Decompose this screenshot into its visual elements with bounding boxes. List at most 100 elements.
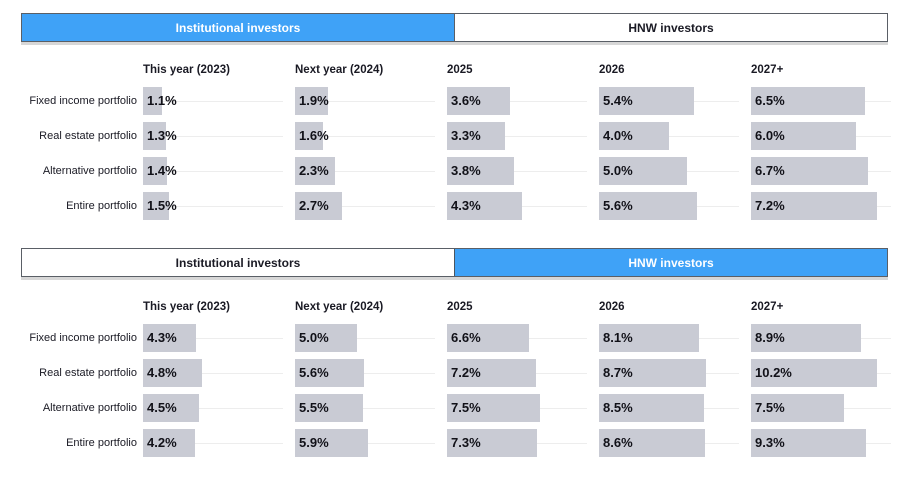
bar-value: 1.5% [147,198,177,213]
track-line [599,136,739,137]
bar-value: 1.4% [147,163,177,178]
track-line [143,408,283,409]
bar [599,87,694,115]
column-header: 2027+ [751,64,784,76]
bar [143,157,167,185]
bar [143,122,166,150]
row-label: Alternative portfolio [42,402,137,414]
bar-value: 5.5% [299,400,329,415]
bar-value: 3.8% [451,163,481,178]
bar [599,324,699,352]
bar [751,429,866,457]
bar-value: 7.2% [451,365,481,380]
row-label: Fixed income portfolio [29,95,137,107]
bar [447,122,505,150]
bar-value: 5.4% [603,93,633,108]
bar-value: 2.7% [299,198,329,213]
row-label: Alternative portfolio [42,165,137,177]
bar [751,359,877,387]
bar-value: 2.3% [299,163,329,178]
track-line [295,136,435,137]
bar [599,359,706,387]
bar-value: 6.5% [755,93,785,108]
track-line [143,171,283,172]
bar-value: 10.2% [755,365,792,380]
track-line [295,101,435,102]
bar [599,192,697,220]
bar [751,87,865,115]
bar [295,87,328,115]
bar [295,324,357,352]
bar-value: 5.0% [299,330,329,345]
bar-value: 4.5% [147,400,177,415]
track-line [447,171,587,172]
track-line [295,408,435,409]
track-line [143,136,283,137]
bar [143,324,196,352]
bar-value: 1.6% [299,128,329,143]
bar-value: 4.2% [147,435,177,450]
track-line [143,373,283,374]
column-header: Next year (2024) [295,301,384,313]
bar-value: 6.7% [755,163,785,178]
bar-value: 6.6% [451,330,481,345]
bar [143,394,199,422]
bar-value: 4.3% [147,330,177,345]
bar [751,394,844,422]
bar [447,87,510,115]
bar [751,122,856,150]
track-line [295,373,435,374]
bar [295,394,363,422]
bar-value: 8.7% [603,365,633,380]
bar-value: 8.1% [603,330,633,345]
bar [599,429,705,457]
bar [751,192,877,220]
tab-label: HNW investors [628,255,714,270]
bar [447,429,537,457]
bar-value: 8.5% [603,400,633,415]
column-header: 2026 [599,64,625,76]
bar [599,394,704,422]
bar [295,157,335,185]
investor-type-tabs-bottom: Institutional investors HNW investors [21,248,888,277]
bar [447,192,522,220]
tab-institutional-investors[interactable]: Institutional investors [22,14,454,41]
bar [295,192,342,220]
bar-value: 7.5% [755,400,785,415]
bar-value: 3.3% [451,128,481,143]
tab-institutional-investors[interactable]: Institutional investors [22,249,454,276]
bar [751,157,868,185]
bar-value: 8.6% [603,435,633,450]
column-header: 2027+ [751,301,784,313]
bar [143,429,195,457]
bar [143,192,169,220]
bar [447,324,529,352]
tab-label: Institutional investors [175,255,301,270]
track-line [143,206,283,207]
track-line [143,338,283,339]
investor-type-tabs-top: Institutional investors HNW investors [21,13,888,42]
bar-value: 7.2% [755,198,785,213]
row-label: Entire portfolio [66,200,137,212]
column-header: This year (2023) [143,301,230,313]
tab-label: Institutional investors [175,20,301,35]
column-header: 2025 [447,64,473,76]
bar-value: 3.6% [451,93,481,108]
track-line [447,136,587,137]
column-header: This year (2023) [143,64,230,76]
bar [295,122,323,150]
bar-value: 8.9% [755,330,785,345]
track-line [143,101,283,102]
tab-hnw-investors[interactable]: HNW investors [454,249,887,276]
bar-value: 1.9% [299,93,329,108]
bar-value: 4.8% [147,365,177,380]
track-line [295,171,435,172]
tab-hnw-investors[interactable]: HNW investors [454,14,887,41]
bar [447,157,514,185]
bar [295,429,368,457]
bar [751,324,861,352]
track-line [295,206,435,207]
